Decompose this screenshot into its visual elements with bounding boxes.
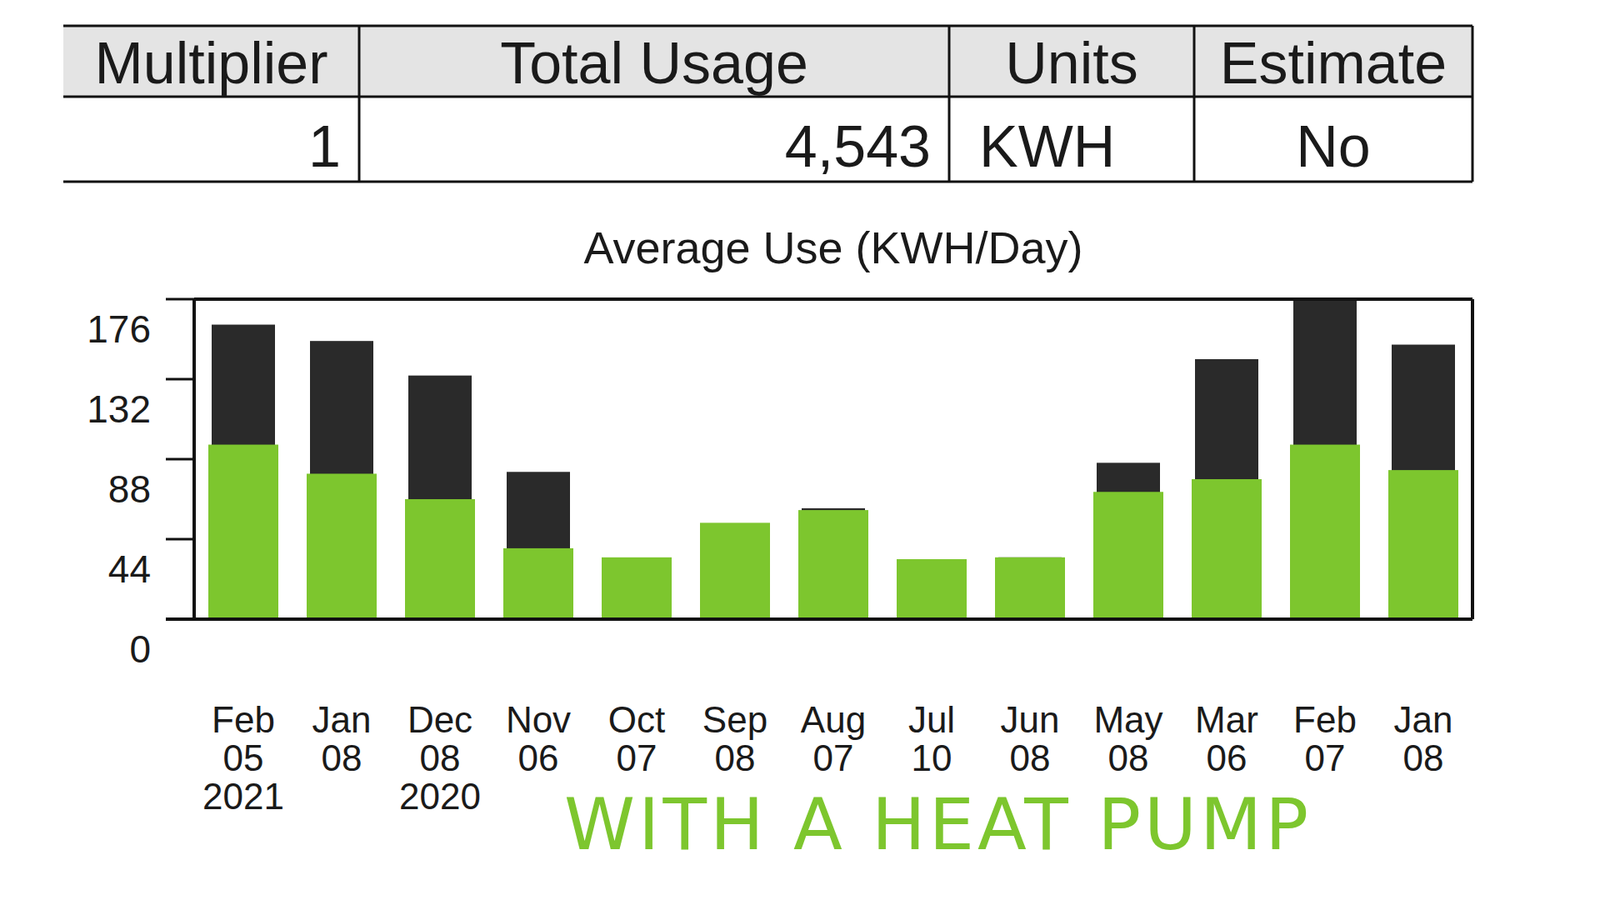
table-rule bbox=[948, 25, 951, 182]
x-tick-label: Jul10 bbox=[908, 699, 955, 779]
x-tick-label: Nov06 bbox=[505, 699, 571, 779]
x-tick-label-line: 2020 bbox=[399, 775, 481, 817]
x-tick-label-line: Feb bbox=[1293, 699, 1357, 740]
table-header: Multiplier bbox=[94, 30, 328, 96]
x-tick-label-line: 06 bbox=[518, 737, 560, 779]
x-tick-label-line: 08 bbox=[715, 737, 756, 779]
x-tick-label-line: 07 bbox=[813, 737, 855, 779]
bar bbox=[503, 548, 574, 620]
bar bbox=[995, 557, 1065, 620]
chart-title: Average Use (KWH/Day) bbox=[583, 222, 1083, 273]
bar bbox=[405, 499, 475, 620]
table-cell: 4,543 bbox=[785, 114, 931, 180]
table-header-bg bbox=[63, 25, 1473, 97]
x-tick-label-line: 08 bbox=[321, 737, 363, 779]
x-tick-label: Jun08 bbox=[1000, 699, 1060, 779]
y-tick-label: 88 bbox=[108, 467, 151, 511]
table-rule bbox=[1471, 25, 1475, 182]
y-tick bbox=[165, 298, 195, 301]
x-tick-label-line: 08 bbox=[420, 737, 461, 779]
table-rule bbox=[63, 25, 1473, 28]
x-tick-label-line: 07 bbox=[616, 737, 658, 779]
x-tick-label: Jan08 bbox=[1394, 699, 1454, 779]
x-tick-label-line: 08 bbox=[1010, 737, 1051, 779]
table-header: Estimate bbox=[1220, 30, 1447, 96]
x-tick-label-line: 2021 bbox=[202, 775, 285, 817]
x-tick-label: Feb07 bbox=[1293, 699, 1357, 779]
x-tick-label: Jan08 bbox=[312, 699, 372, 779]
bar bbox=[601, 557, 672, 620]
x-tick-label-line: Aug bbox=[800, 699, 866, 740]
x-tick-label-line: 06 bbox=[1206, 737, 1248, 779]
frame-right bbox=[1470, 299, 1475, 620]
y-tick bbox=[165, 378, 195, 381]
bar bbox=[208, 445, 279, 620]
x-tick-label: May08 bbox=[1093, 699, 1163, 779]
table-cell: 1 bbox=[308, 114, 341, 180]
table-cell: No bbox=[1295, 114, 1370, 180]
y-tick bbox=[165, 618, 195, 621]
x-tick-label-line: Feb bbox=[211, 699, 275, 740]
x-tick-label-line: Jun bbox=[1000, 699, 1060, 740]
x-tick-label-line: Sep bbox=[702, 699, 768, 740]
x-tick-label-line: 08 bbox=[1108, 737, 1150, 779]
x-tick-label-line: Jan bbox=[312, 699, 372, 740]
y-tick-label: 132 bbox=[86, 387, 151, 431]
x-tick-label: Mar06 bbox=[1195, 699, 1259, 779]
y-tick-label: 176 bbox=[86, 307, 151, 351]
table-header: Total Usage bbox=[500, 30, 809, 96]
x-tick-label: Dec082020 bbox=[399, 699, 481, 817]
table-rule bbox=[358, 25, 361, 182]
x-tick-label-line: 08 bbox=[1403, 737, 1445, 779]
frame-bottom bbox=[165, 617, 1473, 621]
x-tick-label-line: Jan bbox=[1394, 699, 1454, 740]
bar bbox=[306, 473, 377, 620]
x-tick-label-line: 05 bbox=[223, 737, 265, 779]
bar bbox=[798, 510, 869, 620]
bars bbox=[208, 299, 1459, 620]
x-tick-label-line: 07 bbox=[1305, 737, 1346, 779]
table-header: Units bbox=[1005, 30, 1138, 96]
x-tick-label-line: Nov bbox=[505, 699, 571, 740]
y-tick bbox=[165, 538, 195, 541]
bar bbox=[1388, 470, 1459, 620]
x-tick-label-line: May bbox=[1093, 699, 1163, 740]
y-tick-label: 0 bbox=[129, 627, 151, 671]
x-tick-label-line: Jul bbox=[908, 699, 955, 740]
x-tick-label: Aug07 bbox=[800, 699, 866, 779]
frame-top bbox=[194, 297, 1473, 301]
bar bbox=[896, 559, 967, 620]
x-tick-label-line: Oct bbox=[608, 699, 665, 740]
bar bbox=[1290, 445, 1360, 620]
chart-canvas: Multiplier Total Usage Units Estimate 1 4,543… bbox=[0, 0, 1600, 900]
x-tick-label-line: Mar bbox=[1195, 699, 1259, 740]
x-tick-label-line: Dec bbox=[407, 699, 473, 740]
bar bbox=[700, 522, 770, 620]
bar bbox=[1093, 491, 1164, 620]
table-rule bbox=[63, 180, 1473, 184]
x-tick-label: Oct07 bbox=[608, 699, 665, 779]
y-tick bbox=[165, 458, 195, 461]
table-rule bbox=[1193, 25, 1196, 182]
annotation: WITH A HEAT PUMP bbox=[564, 782, 1312, 866]
x-tick-label: Sep08 bbox=[702, 699, 768, 779]
y-tick-label: 44 bbox=[108, 547, 151, 591]
bar bbox=[1191, 479, 1262, 620]
x-tick-label: Feb052021 bbox=[202, 699, 285, 817]
table-cell: KWH bbox=[979, 114, 1115, 180]
x-tick-label-line: 10 bbox=[911, 737, 953, 779]
